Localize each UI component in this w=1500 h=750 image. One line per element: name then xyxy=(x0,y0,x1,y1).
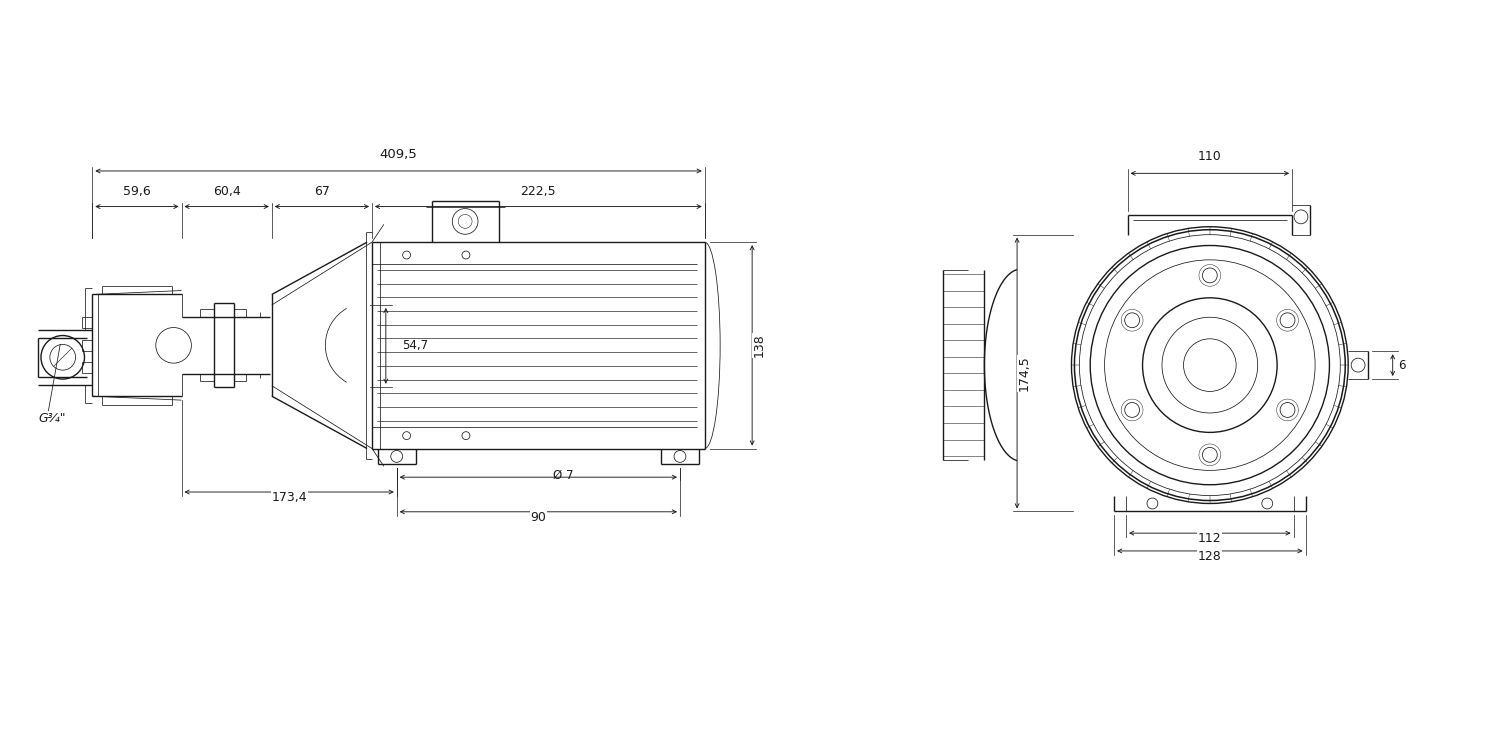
Text: Ø 7: Ø 7 xyxy=(554,468,573,482)
Text: 67: 67 xyxy=(314,184,330,198)
Text: 110: 110 xyxy=(1198,151,1221,164)
Text: 90: 90 xyxy=(531,511,546,524)
Text: 59,6: 59,6 xyxy=(123,184,152,198)
Text: 54,7: 54,7 xyxy=(402,339,427,352)
Text: G¾": G¾" xyxy=(38,412,66,425)
Text: 128: 128 xyxy=(1198,550,1221,562)
Text: 409,5: 409,5 xyxy=(380,148,417,161)
Text: 60,4: 60,4 xyxy=(213,184,240,198)
Text: 112: 112 xyxy=(1198,532,1221,545)
Text: 138: 138 xyxy=(753,334,766,357)
Text: 174,5: 174,5 xyxy=(1019,356,1031,391)
Text: 6: 6 xyxy=(1398,358,1406,371)
Text: 173,4: 173,4 xyxy=(272,491,308,504)
Text: 222,5: 222,5 xyxy=(520,184,556,198)
